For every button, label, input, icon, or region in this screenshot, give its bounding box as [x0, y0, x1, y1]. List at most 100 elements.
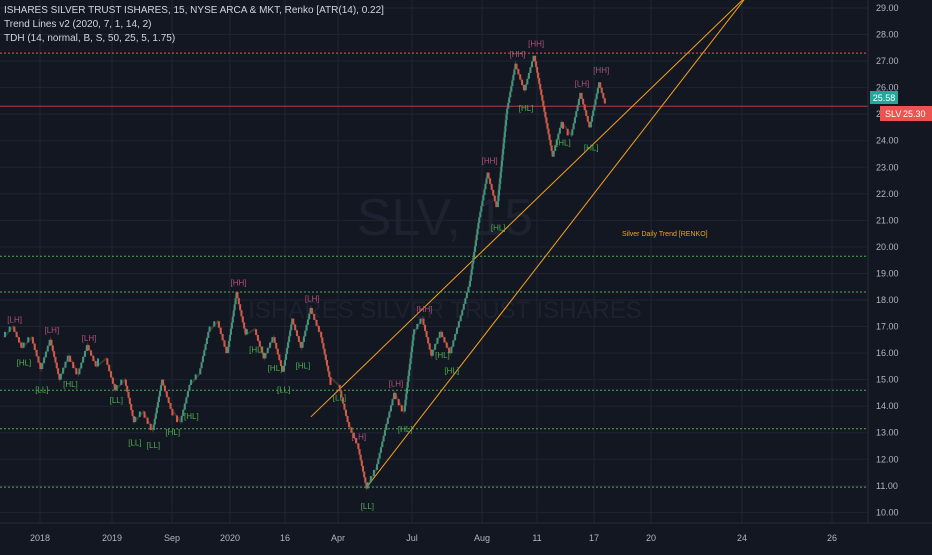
renko-brick: [313, 313, 316, 320]
pivot-label: [HH]: [231, 278, 247, 287]
grid-layer: [0, 0, 868, 523]
renko-brick: [217, 321, 220, 328]
renko-brick: [493, 195, 496, 202]
renko-brick: [481, 200, 484, 207]
renko-brick: [199, 368, 202, 375]
renko-brick: [504, 125, 507, 132]
legend-tdh[interactable]: TDH (14, normal, B, S, 50, 25, 5, 1.75): [4, 33, 176, 44]
renko-brick: [279, 360, 282, 366]
renko-brick: [281, 365, 284, 372]
time-tick-label: 11: [532, 533, 541, 543]
time-tick-label: 2018: [30, 533, 50, 543]
renko-brick: [499, 178, 502, 184]
pivot-label: [HL]: [556, 138, 571, 147]
renko-brick: [203, 350, 206, 357]
pivot-label: [LL]: [147, 441, 160, 450]
renko-brick: [296, 330, 299, 337]
price-tick-label: 29.00: [876, 3, 899, 13]
renko-brick: [586, 115, 589, 122]
renko-brick: [452, 340, 455, 347]
renko-brick: [221, 333, 224, 341]
pivot-label: [LH]: [82, 334, 97, 343]
renko-brick: [383, 430, 386, 436]
renko-brick: [495, 201, 498, 208]
legend-main-series[interactable]: ISHARES SILVER TRUST ISHARES, 15, NYSE A…: [4, 5, 384, 16]
price-tick-label: 20.00: [876, 242, 899, 252]
renko-brick: [509, 91, 512, 98]
renko-brick: [582, 98, 585, 105]
last-price-value: 25.58: [873, 93, 896, 103]
pivot-label: [HH]: [593, 66, 609, 75]
pivot-label: [LH]: [45, 326, 60, 335]
renko-brick: [37, 356, 40, 363]
renko-brick: [438, 331, 441, 338]
renko-brick: [69, 355, 72, 362]
renko-brick: [78, 368, 81, 375]
renko-brick: [352, 432, 355, 439]
current-price-value: 25.30: [903, 109, 926, 119]
renko-brick: [557, 133, 560, 140]
renko-brick: [599, 82, 602, 88]
renko-brick: [194, 374, 197, 380]
pivot-label: [HL]: [296, 361, 311, 370]
renko-brick: [127, 391, 130, 398]
renko-brick: [386, 417, 389, 424]
renko-brick: [159, 390, 161, 397]
pivot-label: [HL]: [519, 104, 534, 113]
price-tick-label: 16.00: [876, 348, 899, 358]
renko-brick: [262, 352, 265, 359]
renko-brick: [163, 385, 166, 392]
renko-brick: [498, 189, 501, 196]
renko-brick: [8, 326, 11, 332]
renko-brick: [532, 55, 535, 62]
time-axis[interactable]: 2018 2019 Sep 2020 16 Apr Jul Aug 11 17 20 24 26: [30, 533, 837, 543]
renko-brick: [208, 326, 211, 332]
renko-brick: [550, 145, 553, 152]
renko-brick: [304, 330, 307, 337]
renko-brick: [64, 361, 67, 368]
renko-brick: [572, 123, 575, 130]
renko-brick: [223, 340, 226, 347]
renko-brick: [545, 117, 548, 124]
renko-brick: [412, 334, 415, 341]
renko-brick: [499, 172, 502, 179]
renko-brick: [22, 342, 25, 348]
renko-brick: [134, 416, 137, 423]
renko-brick: [35, 349, 38, 357]
pivot-label: [LL]: [333, 393, 346, 402]
renko-brick: [132, 416, 135, 423]
price-tick-label: 13.00: [876, 428, 899, 438]
renko-brick: [255, 329, 258, 336]
renko-brick: [507, 102, 510, 109]
renko-brick: [355, 438, 358, 444]
renko-brick: [58, 373, 61, 380]
renko-brick: [320, 331, 323, 338]
renko-brick: [359, 454, 362, 461]
renko-brick: [492, 189, 495, 196]
renko-brick: [576, 105, 579, 112]
renko-brick: [538, 78, 541, 84]
renko-brick: [473, 251, 476, 258]
renko-brick: [471, 263, 474, 270]
renko-brick: [54, 356, 57, 363]
renko-brick: [541, 94, 544, 101]
pivot-label: [HL]: [63, 380, 78, 389]
renko-brick: [31, 337, 34, 344]
renko-brick: [110, 371, 113, 378]
renko-brick: [59, 373, 62, 380]
chart-legend[interactable]: ISHARES SILVER TRUST ISHARES, 15, NYSE A…: [4, 4, 384, 46]
renko-brick: [27, 337, 30, 343]
pivot-label: [HH]: [482, 156, 498, 165]
renko-brick: [580, 92, 583, 99]
renko-brick: [408, 370, 411, 376]
renko-brick: [131, 409, 134, 417]
renko-brick: [66, 355, 69, 362]
renko-brick: [407, 375, 410, 382]
renko-brick: [157, 396, 160, 403]
renko-brick: [321, 337, 324, 344]
renko-brick: [430, 349, 433, 356]
renko-brick: [302, 336, 305, 343]
legend-trend-lines[interactable]: Trend Lines v2 (2020, 7, 1, 14, 2): [4, 19, 152, 30]
